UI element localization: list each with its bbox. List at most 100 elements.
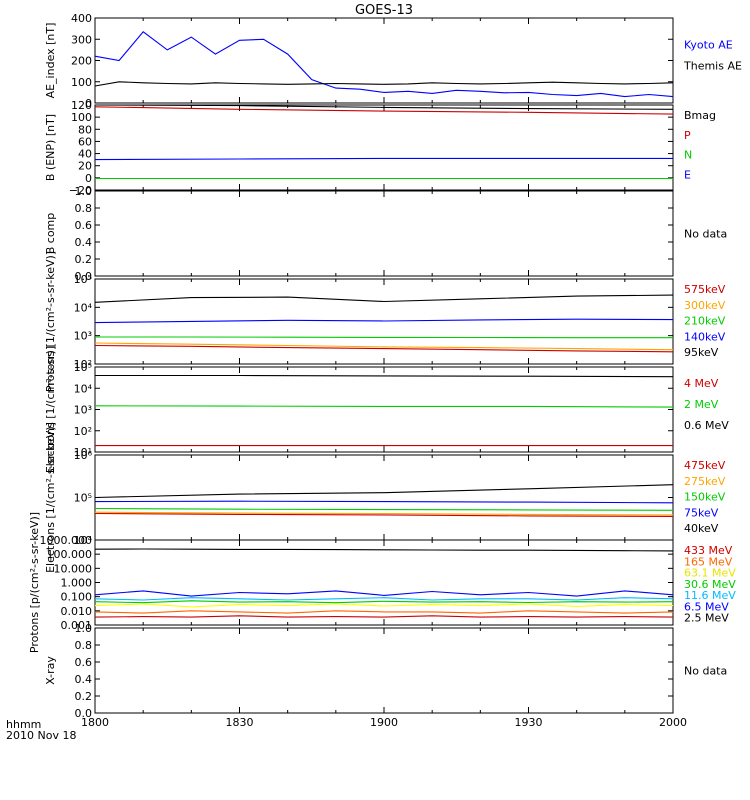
legend-entry: 140keV — [684, 330, 726, 343]
legend-entry: 2 MeV — [684, 398, 719, 411]
legend-entry: 475keV — [684, 459, 726, 472]
legend-entry: 11.6 MeV — [684, 589, 736, 602]
y-axis-label: B comp — [44, 213, 57, 255]
y-tick-label: 0.100 — [61, 591, 93, 604]
x-footer-date: 2010 Nov 18 — [6, 729, 76, 742]
y-tick-label: 1.0 — [75, 185, 93, 198]
panel-frame — [94, 190, 674, 277]
series-line-2-5-mev — [94, 548, 674, 552]
y-tick-label: 10⁵ — [74, 273, 92, 286]
series-line-433-mev — [94, 615, 674, 618]
legend-entry: 75keV — [684, 506, 719, 519]
y-tick-label: 0.4 — [75, 673, 93, 686]
series-line-kyoto-ae — [94, 31, 674, 98]
panel-ae: 0 100 200 300 400 AE_index [nT] Kyoto AE Themis… — [44, 12, 742, 110]
legend-entry: Themis AE — [683, 60, 742, 73]
y-tick-label: 0.001 — [61, 619, 93, 632]
y-tick-label: 0.6 — [75, 656, 93, 669]
y-tick-label: 200 — [71, 55, 92, 68]
no-data-status: No data — [684, 665, 727, 678]
x-tick-label: 1830 — [226, 716, 254, 729]
series-line-bmag — [94, 104, 674, 110]
series-line-475kev — [94, 512, 674, 517]
y-tick-label: 10.000 — [54, 562, 93, 575]
y-tick-label: 0.6 — [75, 219, 93, 232]
series-line-300kev — [94, 342, 674, 351]
y-tick-label: 1.000 — [61, 577, 93, 590]
y-tick-label: 100 — [71, 111, 92, 124]
y-tick-label: 0 — [85, 97, 92, 110]
y-tick-label: 100.000 — [47, 548, 93, 561]
y-tick-label: 0.2 — [75, 690, 93, 703]
legend-entry: 433 MeV — [684, 544, 733, 557]
legend-entry: 275keV — [684, 475, 726, 488]
y-tick-label: 10³ — [74, 404, 92, 417]
series-line-275kev — [94, 511, 674, 516]
y-tick-label: 0.010 — [61, 605, 93, 618]
series-line-2-mev — [94, 405, 674, 408]
series-line-11-6-mev — [94, 597, 674, 601]
y-tick-label: −20 — [69, 184, 92, 197]
x-tick-label: 1930 — [515, 716, 543, 729]
y-axis-label: B (ENP) [nT] — [44, 114, 57, 181]
legend-entry: 0.6 MeV — [684, 419, 729, 432]
y-tick-label: 10⁵ — [74, 361, 92, 374]
y-tick-label: 20 — [78, 160, 92, 173]
series-line-0-6-mev — [95, 374, 674, 378]
y-tick-label: 0.8 — [75, 202, 93, 215]
x-tick-label: 2000 — [659, 716, 687, 729]
y-tick-label: 1000.000 — [40, 534, 93, 547]
series-line-6-5-mev — [94, 590, 674, 597]
no-data-status: No data — [684, 228, 727, 241]
legend-entry: 6.5 MeV — [684, 600, 729, 613]
y-axis-label: X-ray — [44, 656, 57, 685]
panel-frame — [94, 454, 674, 541]
series-line-63-1-mev — [94, 603, 674, 608]
y-tick-label: 300 — [71, 33, 92, 46]
y-tick-label: 0.8 — [75, 639, 93, 652]
legend-entry: E — [684, 168, 691, 181]
series-line-40kev — [94, 484, 674, 499]
series-line-575kev — [94, 344, 674, 353]
y-tick-label: 80 — [78, 123, 92, 136]
panel-frame — [94, 17, 674, 104]
y-axis-label: AE_index [nT] — [44, 23, 57, 99]
y-tick-label: 10² — [74, 425, 92, 438]
y-tick-label: 10¹ — [74, 446, 92, 459]
panel-frame — [94, 627, 674, 714]
series-line-140kev — [94, 318, 674, 324]
series-line-75kev — [94, 500, 674, 504]
y-tick-label: 40 — [78, 148, 92, 161]
y-tick-label: 10⁵ — [74, 492, 92, 505]
y-axis-label: Electrons [1/(cm²-s-sr)] — [44, 346, 57, 473]
y-tick-label: 10⁴ — [74, 382, 93, 395]
y-tick-label: 0.0 — [75, 707, 93, 720]
legend-entry: 30.6 MeV — [684, 578, 736, 591]
y-tick-label: 10³ — [74, 330, 92, 343]
y-tick-label: 0.2 — [75, 253, 93, 266]
y-tick-label: 0.0 — [75, 270, 93, 283]
y-tick-label: 10² — [74, 358, 92, 371]
legend-entry: Bmag — [684, 109, 716, 122]
y-tick-label: 100 — [71, 76, 92, 89]
legend-entry: 300keV — [684, 299, 726, 312]
x-tick-label: 1800 — [81, 716, 109, 729]
panel-bcomp: 0.0 0.2 0.4 0.6 0.8 1.0 B comp No data — [44, 185, 727, 283]
y-axis-label: Electrons [1/(cm²-s-sr-keV)] — [44, 422, 57, 573]
legend-entry: 2.5 MeV — [684, 612, 729, 625]
chart-title: GOES-13 — [355, 3, 413, 18]
legend-entry: 165 MeV — [684, 555, 733, 568]
series-line-themis-ae — [94, 81, 674, 87]
panel-electrons_mev: 10¹ 10² 10³ 10⁴ 10⁵ Electrons [1/(cm²-s-sr)] 4… — [44, 346, 729, 473]
y-tick-label: 1.0 — [75, 622, 93, 635]
legend-entry: 95keV — [684, 346, 719, 359]
y-axis-label: Protons [p/(cm²-s-sr-keV)] — [28, 512, 41, 653]
legend-entry: 210keV — [684, 315, 726, 328]
legend-entry: N — [684, 149, 692, 162]
y-tick-label: 10⁶ — [74, 449, 93, 462]
legend-entry: 575keV — [684, 283, 726, 296]
legend-entry: P — [684, 129, 691, 142]
y-tick-label: 0 — [85, 172, 92, 185]
panel-protons_kev: 10² 10³ 10⁴ 10⁵ Protons [1/(cm²-s-sr-keV)] 57… — [44, 251, 726, 392]
